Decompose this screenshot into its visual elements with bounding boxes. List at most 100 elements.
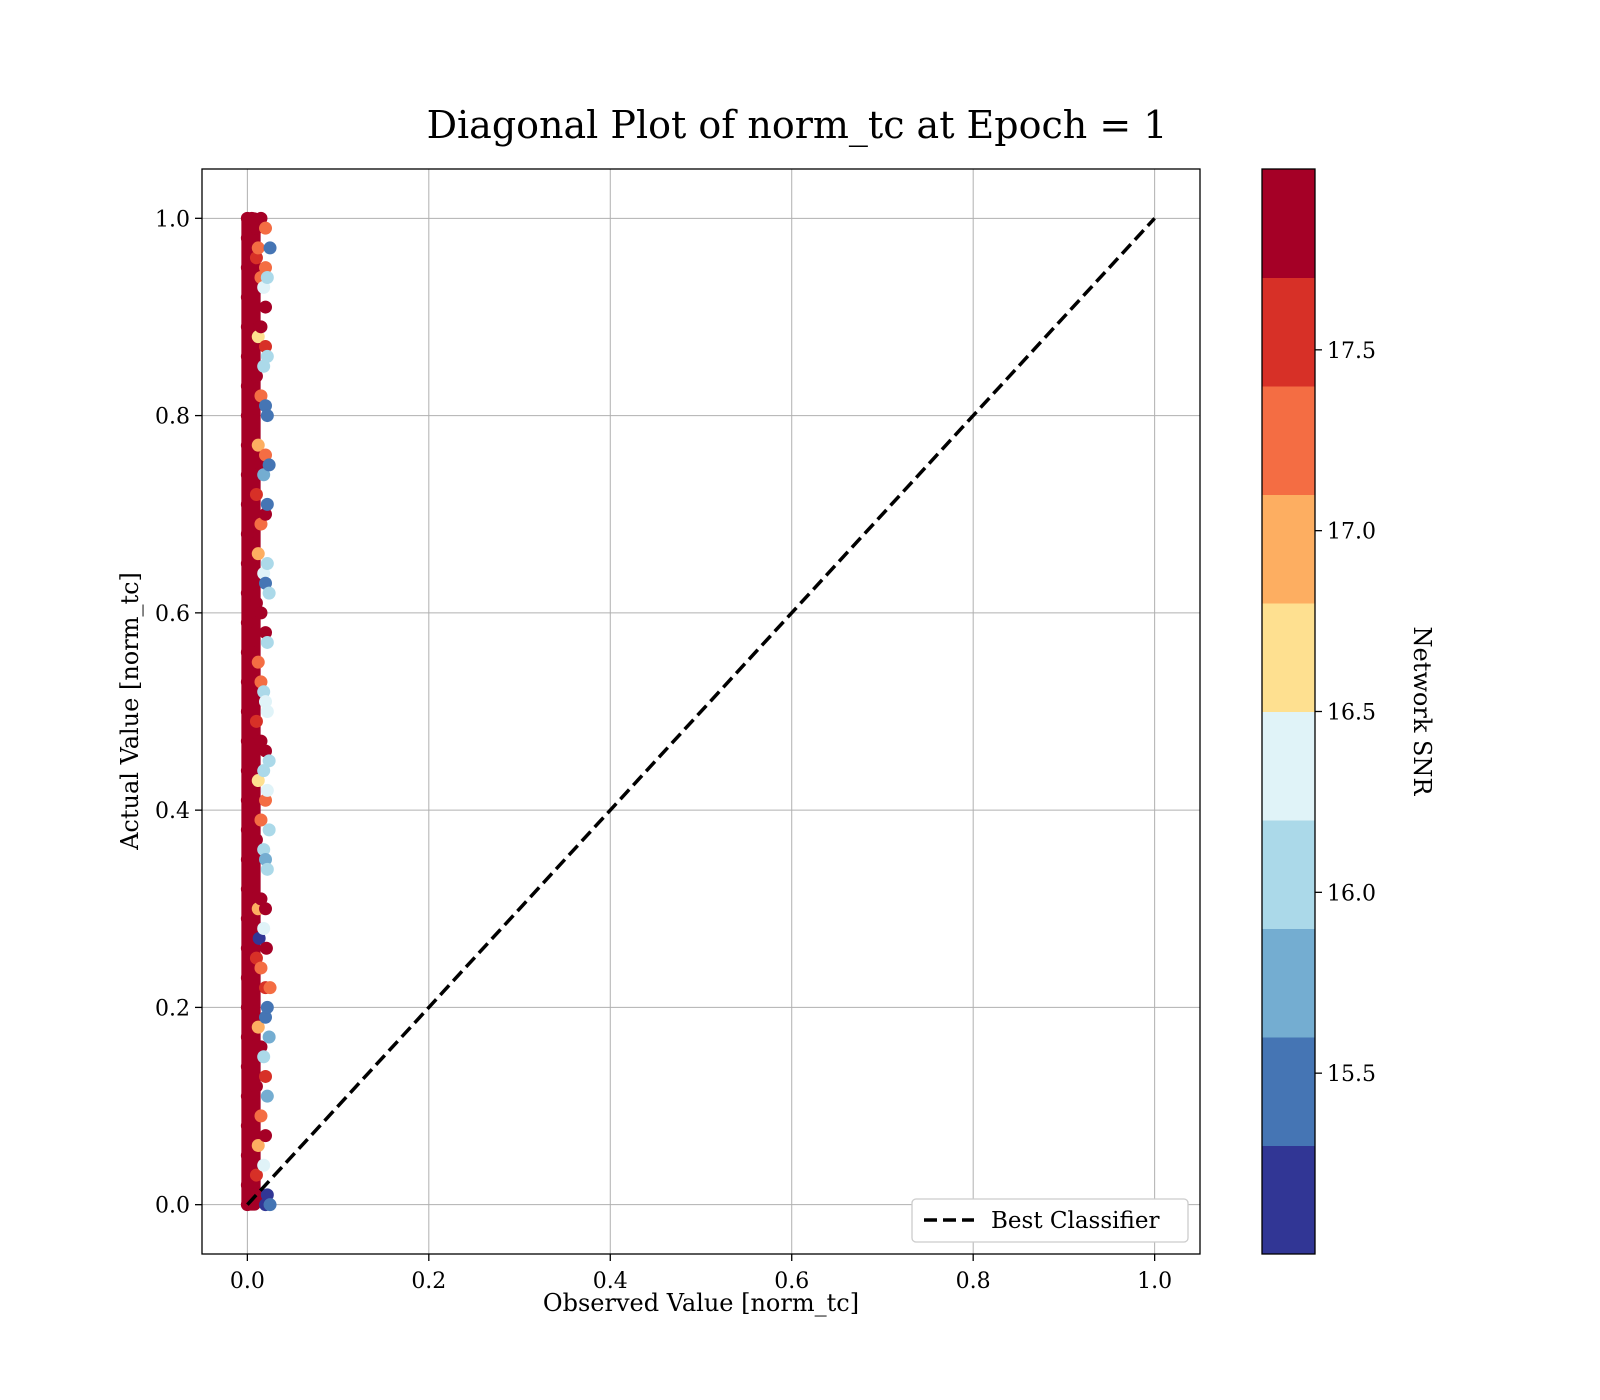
x-tick-label-5: 1.0 [1137,1269,1172,1294]
scatter-point-14 [240,793,254,807]
scatter-point-12 [240,852,254,866]
colorbar-segment-7 [1262,386,1315,495]
colorbar-label: Network SNR [1408,627,1436,797]
scatter-point-82 [257,922,271,935]
scatter-point-37 [245,991,259,1005]
scatter-point-77 [254,320,268,334]
colorbar-tick-label-1: 16.0 [1327,881,1376,906]
y-tick-label-3: 0.6 [155,602,190,627]
colorbar-tick-label-3: 17.0 [1327,520,1376,545]
scatter-point-59 [251,655,265,669]
scatter-point-127 [263,981,277,995]
scatter-point-55 [251,1139,265,1152]
y-tick-label-0: 0.0 [155,1194,190,1219]
scatter-point-102 [259,507,273,521]
x-tick-label-0: 0.0 [230,1269,265,1294]
scatter-point-53 [249,251,263,265]
scatter-point-79 [254,211,268,225]
y-tick-label-5: 1.0 [155,207,190,232]
scatter-point-121 [260,271,274,284]
colorbar: 15.5 16.0 16.5 17.0 17.5 Network SNR [1261,168,1436,1255]
legend: Best Classifier [911,1198,1189,1243]
scatter-point-66 [254,1109,268,1123]
scatter-point-54 [249,221,263,235]
scatter-point-4 [240,1089,254,1103]
scatter-point-64 [252,931,266,945]
scatter-point-38 [245,872,259,886]
scatter-point-87 [257,468,271,482]
colorbar-tick-label-0: 15.5 [1327,1062,1376,1087]
scatter-point-30 [240,320,254,334]
scatter-points [240,211,277,1212]
scatter-point-26 [240,438,254,452]
scatter-point-58 [251,774,265,788]
scatter-point-110 [260,1188,274,1202]
scatter-point-23 [240,527,254,541]
scatter-point-36 [245,1099,259,1113]
scatter-point-100 [259,626,273,640]
best-classifier-line-group [246,217,1156,1206]
scatter-point-98 [259,744,273,758]
scatter-point-114 [260,783,274,797]
scatter-point-39 [245,754,259,768]
scatter-point-33 [240,231,254,245]
scatter-point-113 [260,862,274,876]
scatter-point-107 [259,261,273,275]
x-tick-label-4: 0.8 [956,1269,991,1294]
scatter-point-45 [249,1168,263,1182]
scatter-point-62 [251,330,265,344]
y-axis-label: Actual Value [norm_tc] [116,572,144,851]
scatter-point-96 [259,852,273,866]
scatter-point-15 [240,764,254,778]
scatter-point-48 [249,833,263,847]
scatter-point-2 [240,1148,254,1162]
scatter-point-29 [240,349,254,363]
colorbar-segment-5 [1262,603,1315,712]
scatter-point-73 [254,606,268,620]
best-classifier-line [246,217,1156,1206]
colorbar-segment-9 [1262,169,1315,278]
scatter-point-122 [262,1030,276,1044]
scatter-point-56 [251,1020,265,1034]
scatter-point-112 [260,1000,274,1014]
colorbar-segment-0 [1262,1145,1315,1255]
scatter-point-60 [251,547,265,561]
scatter-point-84 [257,764,271,778]
colorbar-segment-8 [1262,277,1315,387]
scatter-point-83 [257,843,271,857]
scatter-point-24 [240,497,254,511]
colorbar-segment-1 [1262,1037,1315,1146]
scatter-point-105 [259,340,273,354]
scatter-point-41 [245,537,259,551]
scatter-point-18 [240,675,254,689]
scatter-point-123 [262,823,276,837]
colorbar-segment-4 [1262,711,1315,821]
scatter-point-91 [259,1129,273,1143]
scatter-point-47 [249,951,263,965]
scatter-point-46 [249,1079,263,1093]
colorbar-ticks: 15.5 16.0 16.5 17.0 17.5 [1315,339,1376,1087]
scatter-point-51 [249,488,263,501]
scatter-point-68 [254,961,268,975]
scatter-point-9 [240,941,254,955]
colorbar-segments [1262,169,1315,1255]
scatter-point-86 [257,566,271,580]
scatter-point-17 [240,705,254,718]
colorbar-tick-label-2: 16.5 [1327,701,1376,726]
scatter-point-117 [260,557,274,571]
colorbar-segment-2 [1262,928,1315,1038]
axes-frame [201,168,1201,1255]
scatter-point-72 [254,675,268,689]
scatter-point-61 [251,438,265,452]
scatter-point-67 [254,1040,268,1054]
scatter-point-99 [259,695,273,709]
scatter-point-6 [240,1030,254,1044]
scatter-point-44 [245,211,259,225]
scatter-point-16 [240,734,254,748]
scatter-point-76 [254,389,268,403]
colorbar-tick-label-4: 17.5 [1327,339,1376,364]
scatter-point-11 [240,882,254,896]
scatter-point-27 [240,409,254,423]
scatter-point-81 [257,1050,271,1064]
